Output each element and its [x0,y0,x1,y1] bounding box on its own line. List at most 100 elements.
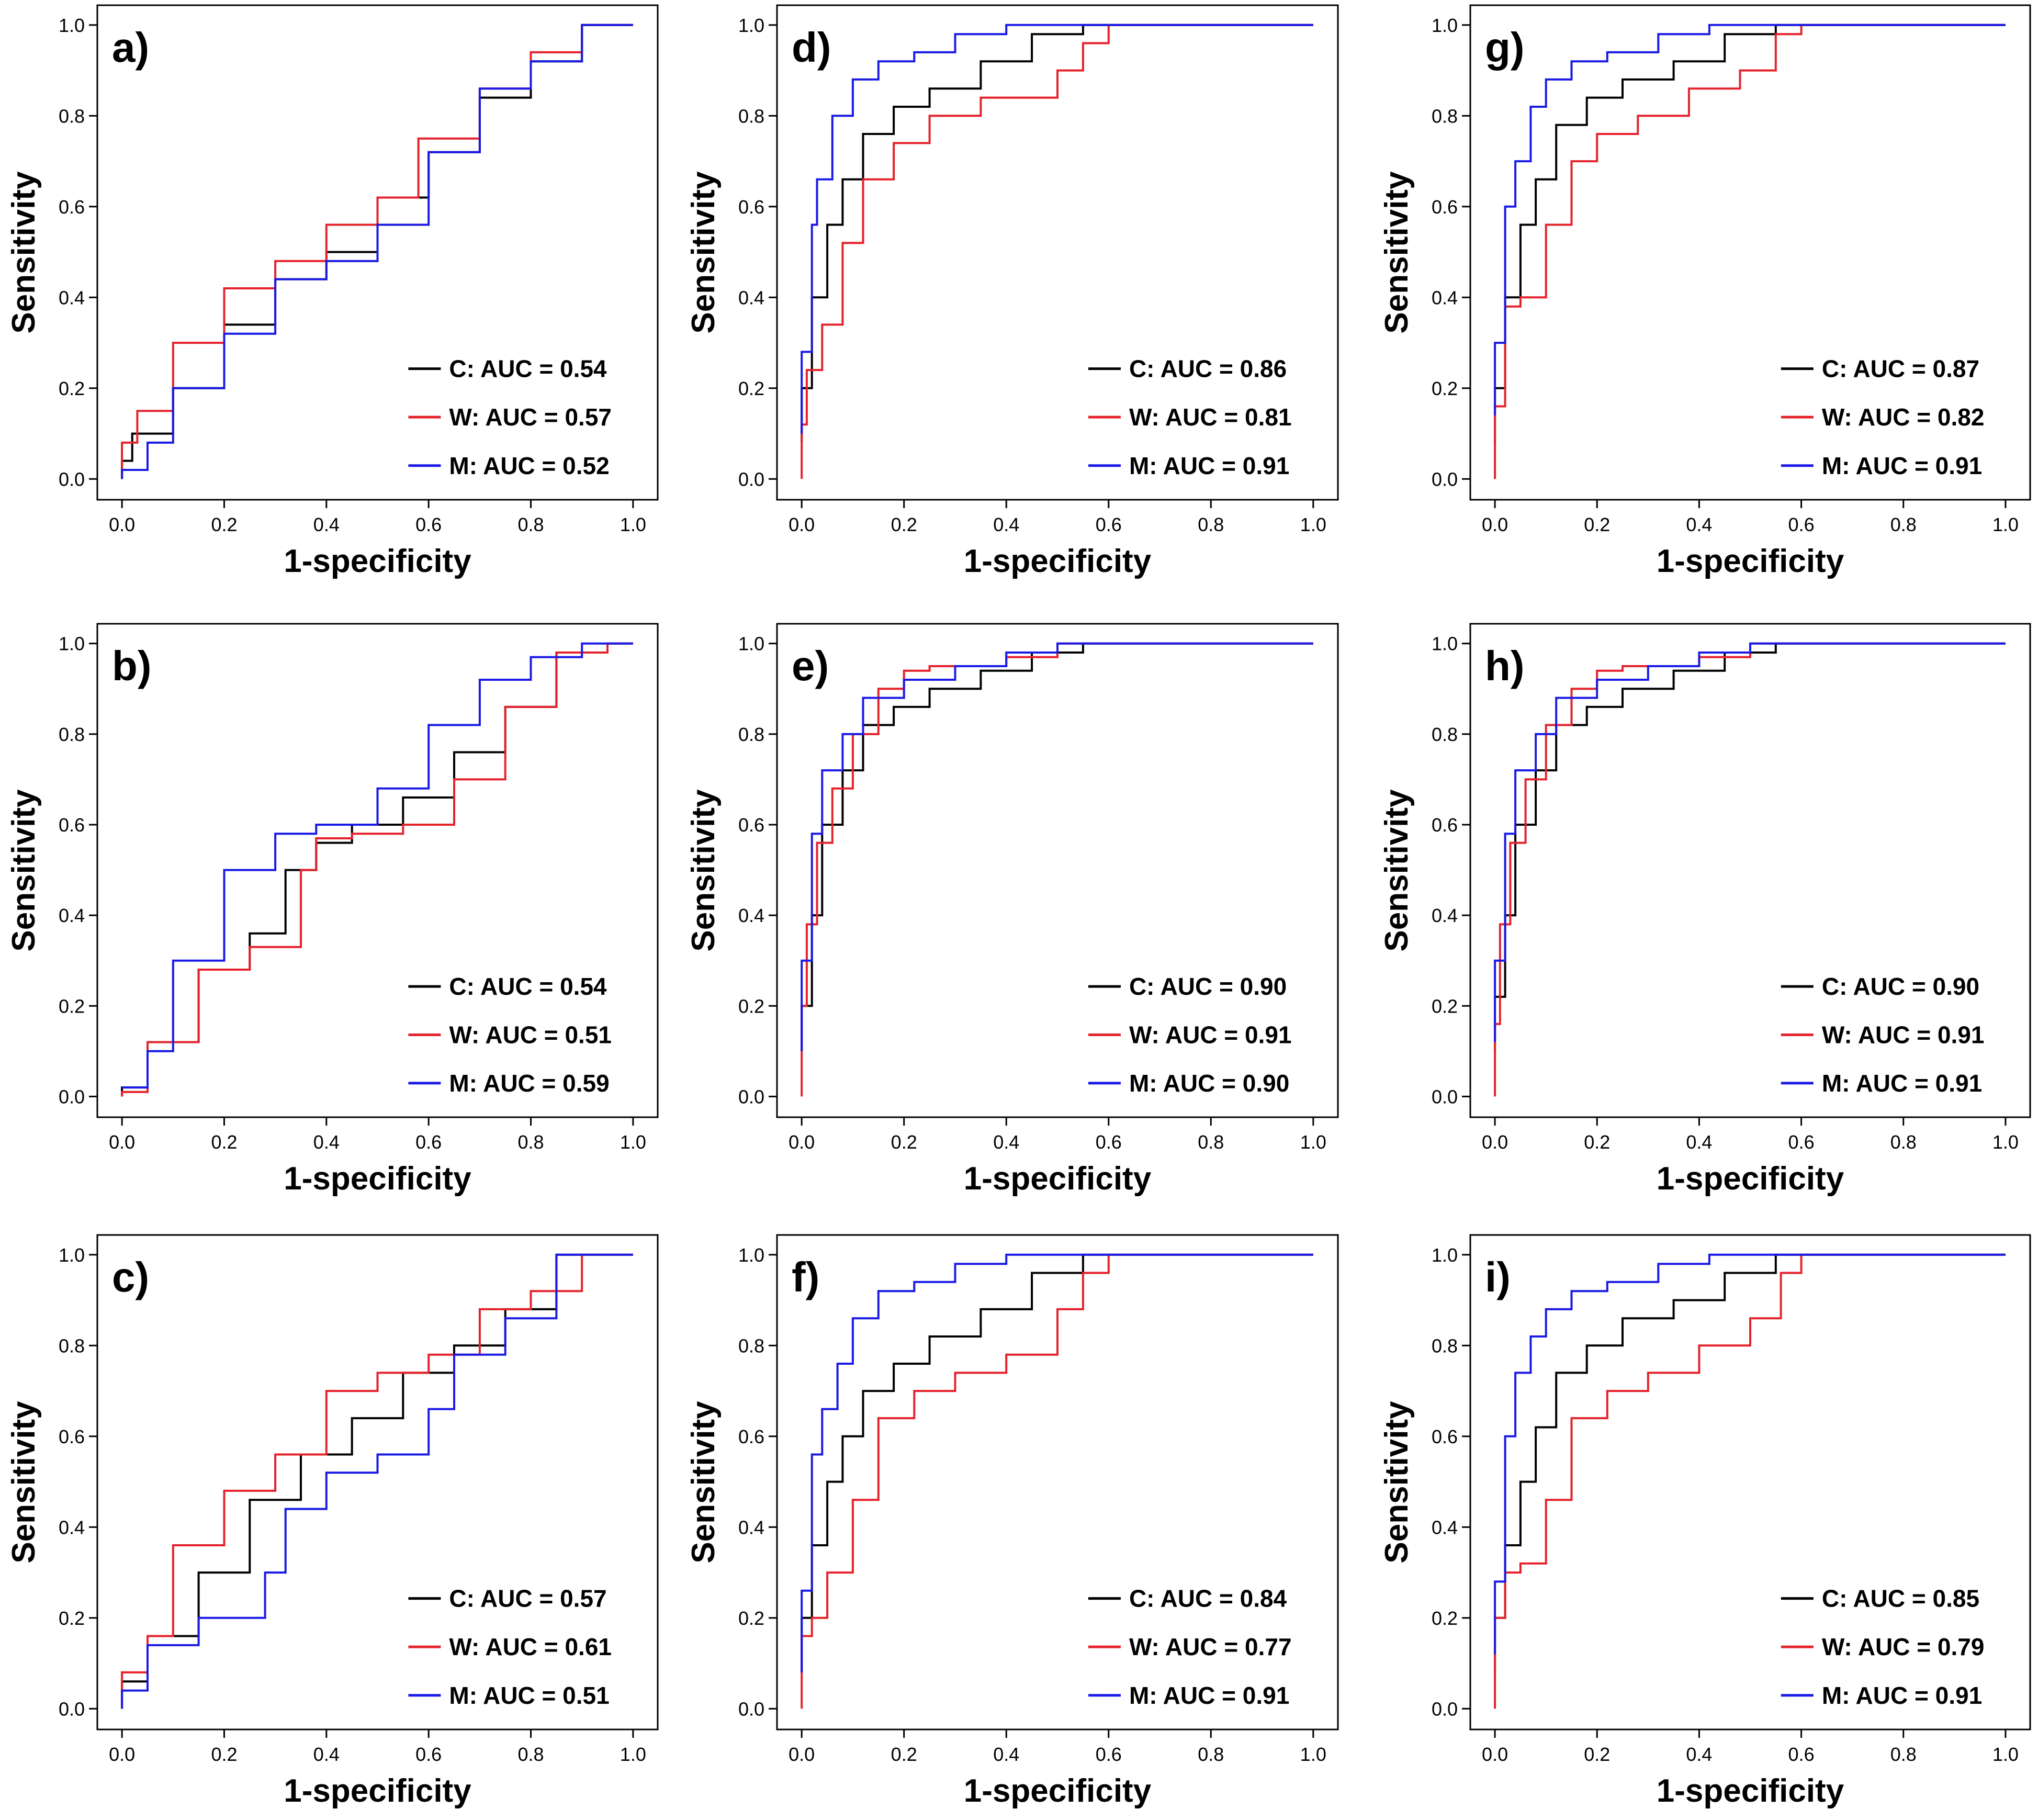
y-tick-label: 0.2 [59,378,85,399]
x-axis-title: 1-specificity [964,1161,1152,1197]
y-axis-title: Sensitivity [685,789,722,952]
y-tick-label: 0.6 [59,1426,85,1447]
y-tick-label: 0.6 [1432,196,1458,218]
y-axis-title: Sensitivity [6,171,42,334]
plot-frame [776,1234,1339,1731]
x-axis-title: 1-specificity [1657,1161,1844,1197]
roc-curve-m [121,24,633,479]
plot-frame [1469,623,2031,1118]
y-axis-title: Sensitivity [685,171,722,334]
y-tick-label: 0.8 [738,1335,764,1356]
x-tick-label: 0.2 [891,1744,917,1765]
y-tick-label: 0.2 [59,1608,85,1629]
y-tick-label: 1.0 [1432,1244,1458,1266]
y-tick-label: 0.6 [59,196,85,218]
y-tick-label: 0.8 [59,1335,85,1356]
x-tick-label: 0.6 [1096,514,1122,535]
x-tick-label: 0.0 [1482,1131,1508,1153]
panel-label: a) [112,24,149,71]
roc-curve-w [121,642,633,1097]
x-tick-label: 1.0 [1992,514,2019,535]
roc-panel: 0.0 0.2 0.4 0.6 0.8 1.0 0.0 0.2 0.4 0.6 0.8 1.0 1-sp… [6,4,659,579]
y-tick-label: 0.6 [738,1426,764,1447]
x-tick-label: 0.6 [1096,1744,1122,1765]
legend-entry: C: AUC = 0.54 [449,973,607,1000]
y-tick-label: 0.0 [1432,1086,1458,1107]
legend-entry: W: AUC = 0.57 [449,403,612,431]
y-tick-label: 0.2 [1432,378,1458,399]
panel-label: c) [112,1254,149,1300]
legend-entry: C: AUC = 0.87 [1822,355,1979,383]
y-tick-label: 0.6 [738,196,764,218]
x-tick-label: 0.4 [313,1744,340,1765]
y-tick-label: 1.0 [738,1244,764,1266]
roc-panel: 0.0 0.2 0.4 0.6 0.8 1.0 0.0 0.2 0.4 0.6 0.8 1.0 1-sp… [1379,4,2031,579]
x-tick-label: 0.2 [1584,1744,1610,1765]
y-tick-label: 0.8 [738,105,764,127]
y-tick-label: 0.0 [738,1086,764,1107]
x-tick-label: 0.0 [789,1744,815,1765]
x-tick-label: 0.8 [1198,514,1224,535]
y-tick-label: 0.6 [738,814,764,836]
roc-panel: 0.0 0.2 0.4 0.6 0.8 1.0 0.0 0.2 0.4 0.6 0.8 1.0 1-sp… [1379,623,2031,1197]
roc-curve-m [1494,1253,2006,1655]
legend-entry: W: AUC = 0.77 [1129,1633,1292,1660]
y-tick-label: 0.8 [1432,105,1458,127]
x-tick-label: 0.2 [211,514,237,535]
x-tick-label: 0.4 [1686,1744,1712,1765]
roc-curve-c [1494,1253,2006,1672]
legend-entry: M: AUC = 0.59 [449,1070,609,1097]
y-tick-label: 0.2 [1432,1608,1458,1629]
x-tick-label: 0.4 [313,1131,340,1153]
x-tick-label: 1.0 [1300,514,1326,535]
x-tick-label: 0.6 [1788,514,1815,535]
y-tick-label: 0.4 [738,287,764,308]
x-tick-label: 0.8 [1890,514,1917,535]
legend-entry: M: AUC = 0.91 [1129,452,1289,479]
panel-label: b) [112,643,152,689]
y-tick-label: 0.4 [1432,287,1458,308]
roc-curve-m [121,1253,633,1709]
panel-label: e) [792,643,829,689]
plot-frame [776,4,1339,501]
x-tick-label: 0.6 [1096,1131,1122,1153]
panel-label: f) [792,1254,819,1300]
y-axis-title: Sensitivity [685,1401,722,1564]
x-tick-label: 1.0 [620,1131,646,1153]
y-axis-title: Sensitivity [6,789,42,952]
y-tick-label: 0.2 [59,995,85,1017]
legend-entry: C: AUC = 0.54 [449,355,607,383]
y-tick-label: 0.4 [1432,905,1458,926]
y-tick-label: 0.2 [738,1608,764,1629]
panel-label: d) [792,24,831,71]
x-tick-label: 0.4 [993,1131,1019,1153]
legend-entry: W: AUC = 0.51 [449,1021,612,1049]
plot-frame [96,1234,659,1731]
legend-entry: M: AUC = 0.91 [1822,452,1982,479]
plot-frame [96,623,659,1118]
x-tick-label: 0.4 [1686,514,1712,535]
roc-panel: 0.0 0.2 0.4 0.6 0.8 1.0 0.0 0.2 0.4 0.6 0.8 1.0 1-sp… [1379,1234,2031,1809]
roc-curve-w [801,24,1313,479]
roc-curve-m [801,1253,1313,1672]
x-tick-label: 0.2 [891,514,917,535]
x-tick-label: 0.4 [1686,1131,1712,1153]
legend-entry: C: AUC = 0.90 [1822,973,1979,1000]
y-tick-label: 0.8 [738,724,764,745]
roc-panel: 0.0 0.2 0.4 0.6 0.8 1.0 0.0 0.2 0.4 0.6 0.8 1.0 1-sp… [685,623,1339,1197]
x-tick-label: 0.6 [415,1131,442,1153]
roc-curve-c [1494,24,2006,443]
legend-entry: W: AUC = 0.61 [449,1633,612,1660]
roc-curve-w [801,1253,1313,1709]
y-axis-title: Sensitivity [1379,171,1415,334]
roc-curve-w [1494,1253,2006,1709]
y-tick-label: 0.8 [59,105,85,127]
roc-curve-m [801,642,1313,1051]
x-tick-label: 0.2 [891,1131,917,1153]
y-tick-label: 0.4 [738,905,764,926]
legend-entry: C: AUC = 0.84 [1129,1585,1287,1612]
roc-curve-c [801,24,1313,443]
x-axis-title: 1-specificity [964,1773,1152,1809]
y-tick-label: 0.4 [59,905,85,926]
x-axis-title: 1-specificity [964,543,1152,579]
